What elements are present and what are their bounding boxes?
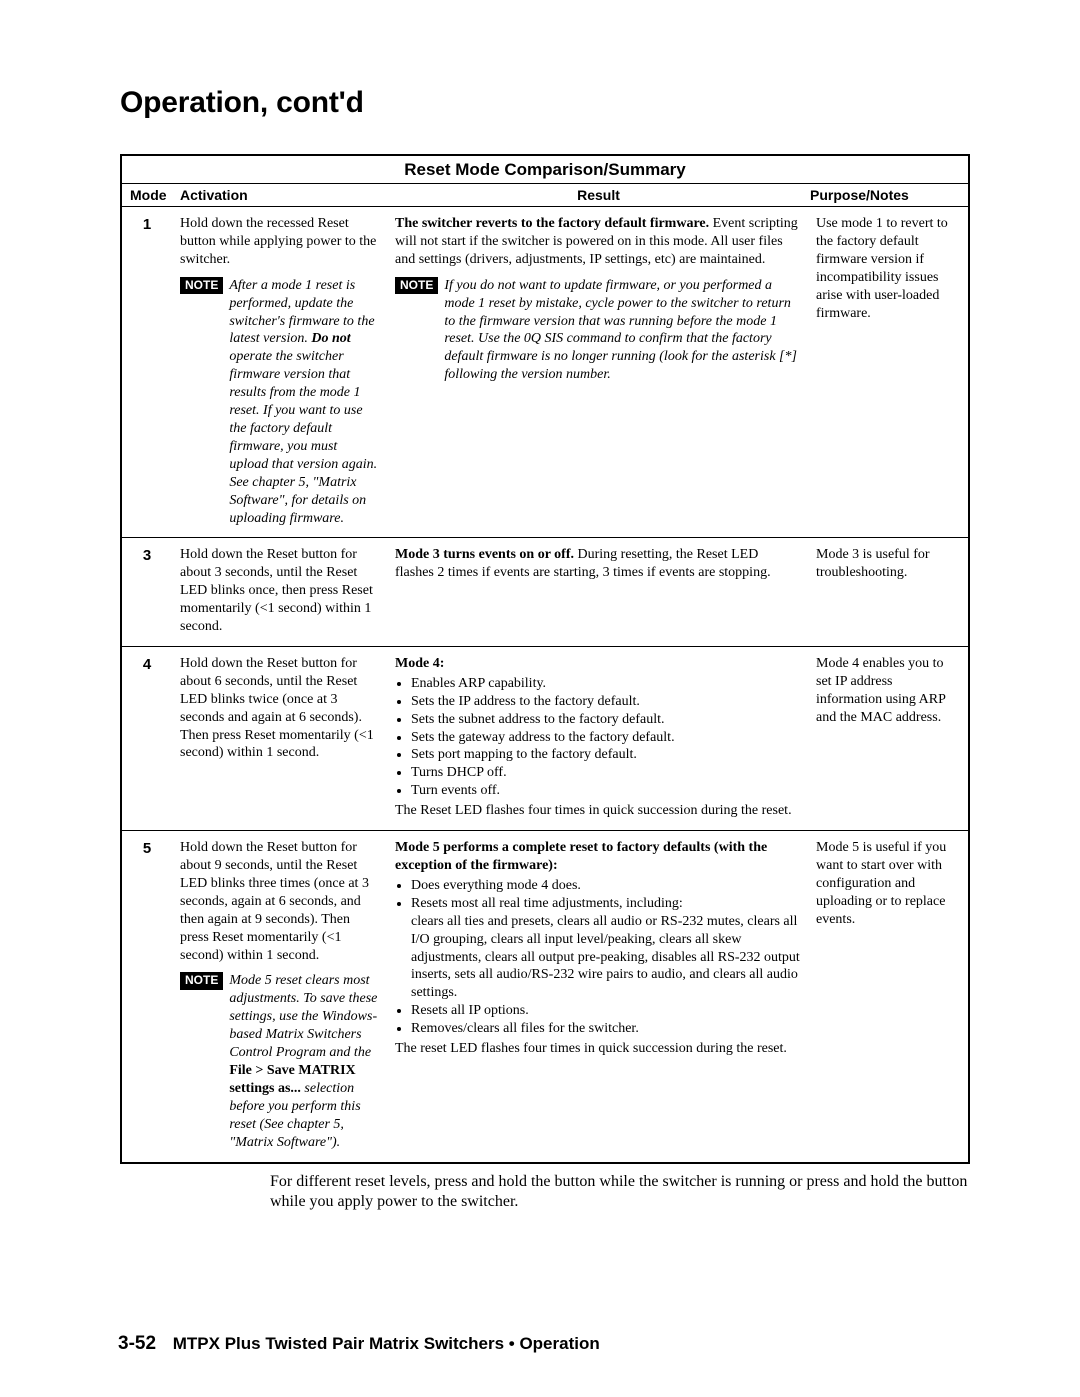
result-list: Enables ARP capability. Sets the IP addr… [395, 675, 800, 800]
note-block: NOTE If you do not want to update firmwa… [395, 277, 800, 384]
list-item: Resets all IP options. [411, 1002, 800, 1020]
result-cell: The switcher reverts to the factory defa… [387, 207, 808, 537]
result-cell: Mode 5 performs a complete reset to fact… [387, 831, 808, 1161]
note-text: If you do not want to update firmware, o… [442, 277, 800, 384]
purpose-cell: Mode 5 is useful if you want to start ov… [808, 831, 968, 1161]
result-lead: The switcher reverts to the factory defa… [395, 216, 709, 231]
page-number: 3-52 [118, 1333, 156, 1354]
note-text: After a mode 1 reset is performed, updat… [227, 277, 379, 528]
result-cell: Mode 4: Enables ARP capability. Sets the… [387, 647, 808, 830]
mode-number: 1 [122, 207, 172, 537]
activation-cell: Hold down the Reset button for about 9 s… [172, 831, 387, 1161]
note-tag: NOTE [395, 277, 438, 294]
activation-cell: Hold down the recessed Reset button whil… [172, 207, 387, 537]
list-item: Turns DHCP off. [411, 764, 800, 782]
list-item: Enables ARP capability. [411, 675, 800, 693]
list-item: Sets port mapping to the factory default… [411, 746, 800, 764]
note-tag: NOTE [180, 277, 223, 294]
result-list: Does everything mode 4 does. Resets most… [395, 877, 800, 1038]
table-row: 4 Hold down the Reset button for about 6… [122, 647, 968, 831]
mode-number: 4 [122, 647, 172, 830]
activation-text: Hold down the recessed Reset button whil… [180, 216, 376, 267]
list-item: Does everything mode 4 does. [411, 877, 800, 895]
purpose-cell: Use mode 1 to revert to the factory defa… [808, 207, 968, 537]
after-table-text: For different reset levels, press and ho… [270, 1172, 970, 1214]
purpose-cell: Mode 4 enables you to set IP address inf… [808, 647, 968, 830]
list-item: Removes/clears all files for the switche… [411, 1020, 800, 1038]
list-item: Resets most all real time adjustments, i… [411, 895, 800, 1002]
result-cell: Mode 3 turns events on or off. During re… [387, 538, 808, 646]
table-title: Reset Mode Comparison/Summary [122, 156, 968, 184]
document-page: Operation, cont'd Reset Mode Comparison/… [0, 0, 1080, 1397]
note-block: NOTE After a mode 1 reset is performed, … [180, 277, 379, 528]
table-row: 1 Hold down the recessed Reset button wh… [122, 207, 968, 538]
table-row: 3 Hold down the Reset button for about 3… [122, 538, 968, 647]
list-item: Sets the subnet address to the factory d… [411, 711, 800, 729]
activation-cell: Hold down the Reset button for about 6 s… [172, 647, 387, 830]
col-header-activation: Activation [172, 184, 387, 206]
col-header-result: Result [387, 184, 808, 206]
note-block: NOTE Mode 5 reset clears most adjustment… [180, 972, 379, 1151]
list-item: Sets the IP address to the factory defau… [411, 693, 800, 711]
table-row: 5 Hold down the Reset button for about 9… [122, 831, 968, 1161]
mode-number: 5 [122, 831, 172, 1161]
mode-number: 3 [122, 538, 172, 646]
list-item: Turn events off. [411, 782, 800, 800]
table-header-row: Mode Activation Result Purpose/Notes [122, 184, 968, 207]
activation-cell: Hold down the Reset button for about 3 s… [172, 538, 387, 646]
col-header-purpose: Purpose/Notes [808, 184, 968, 206]
reset-mode-table: Reset Mode Comparison/Summary Mode Activ… [120, 154, 970, 1164]
page-footer: 3-52 MTPX Plus Twisted Pair Matrix Switc… [118, 1333, 600, 1355]
doc-title: MTPX Plus Twisted Pair Matrix Switchers … [173, 1334, 600, 1353]
page-title: Operation, cont'd [120, 86, 970, 120]
col-header-mode: Mode [122, 184, 172, 206]
list-item: Sets the gateway address to the factory … [411, 729, 800, 747]
purpose-cell: Mode 3 is useful for troubleshooting. [808, 538, 968, 646]
note-tag: NOTE [180, 972, 223, 989]
note-text: Mode 5 reset clears most adjustments. To… [227, 972, 379, 1151]
